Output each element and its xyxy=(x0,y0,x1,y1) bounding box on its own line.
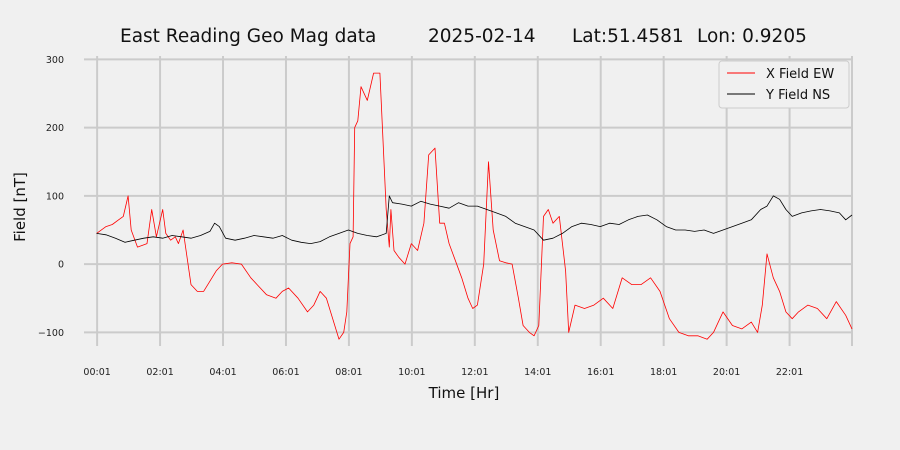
x-tick-label: 22:01 xyxy=(776,367,803,378)
legend-label-y-field: Y Field NS xyxy=(765,88,830,103)
x-axis-ticks: 00:01 02:01 04:01 06:01 08:01 10:01 12:01 14:01… xyxy=(83,367,803,378)
y-tick-label: 200 xyxy=(46,123,64,134)
title-longitude: Lon: 0.9205 xyxy=(697,26,807,47)
x-tick-label: 20:01 xyxy=(713,367,740,378)
x-tick-label: 14:01 xyxy=(524,367,551,378)
x-tick-label: 00:01 xyxy=(83,367,110,378)
x-tick-label: 04:01 xyxy=(209,367,236,378)
legend: X Field EW Y Field NS xyxy=(718,60,850,109)
x-tick-label: 10:01 xyxy=(398,367,425,378)
series-line-x-field-ew xyxy=(96,72,853,340)
data-series xyxy=(96,72,853,340)
y-tick-label: 300 xyxy=(46,55,64,66)
x-tick-label: 02:01 xyxy=(146,367,173,378)
x-tick-label: 08:01 xyxy=(335,367,362,378)
title-station: East Reading Geo Mag data xyxy=(120,26,376,47)
series-line-y-field-ns xyxy=(96,195,853,245)
y-tick-label: 0 xyxy=(58,260,64,271)
title-date: 2025-02-14 xyxy=(428,26,536,47)
chart-title: East Reading Geo Mag data 2025-02-14 Lat… xyxy=(120,26,807,47)
y-axis-label: Field [nT] xyxy=(11,172,29,242)
y-tick-label: −100 xyxy=(38,328,64,339)
x-tick-label: 12:01 xyxy=(461,367,488,378)
x-tick-label: 18:01 xyxy=(650,367,677,378)
y-tick-label: 100 xyxy=(46,191,64,202)
x-axis-label: Time [Hr] xyxy=(428,384,500,402)
title-latitude: Lat:51.4581 xyxy=(572,26,684,47)
x-tick-label: 06:01 xyxy=(272,367,299,378)
x-tick-label: 16:01 xyxy=(587,367,614,378)
legend-label-x-field: X Field EW xyxy=(766,67,834,82)
y-axis-ticks: −100 0 100 200 300 xyxy=(38,55,64,339)
